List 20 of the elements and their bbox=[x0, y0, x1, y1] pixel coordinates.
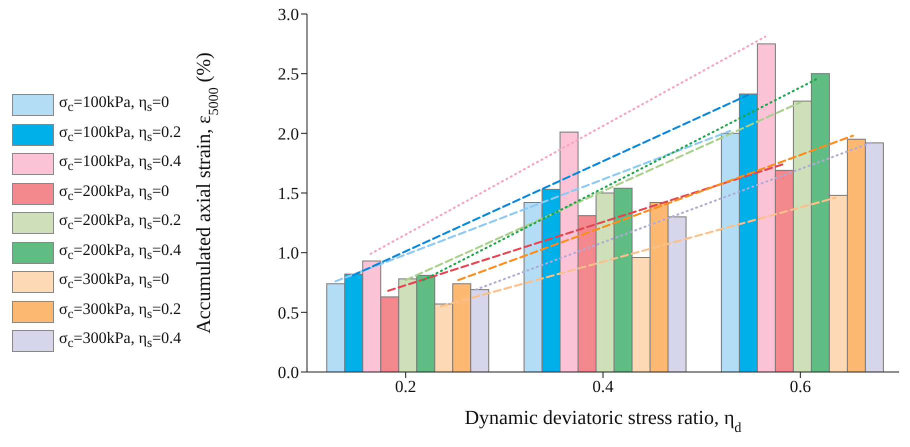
legend-label: σ$_{c}$=100kPa, η$_{s}$=0 bbox=[59, 94, 170, 116]
x-tick-label: 0.6 bbox=[790, 377, 811, 396]
x-axis-title: Dynamic deviatoric stress ratio, η$_{d}$ bbox=[464, 407, 742, 436]
x-tick-label: 0.4 bbox=[592, 377, 614, 396]
legend-label: σ$_{c}$=300kPa, η$_{s}$=0 bbox=[59, 271, 170, 293]
legend-label: σ$_{c}$=300kPa, η$_{s}$=0.4 bbox=[59, 330, 182, 352]
y-tick-label: 2.0 bbox=[278, 124, 299, 144]
x-tick-label: 0.2 bbox=[395, 377, 416, 396]
y-tick-label: 2.5 bbox=[278, 64, 299, 84]
legend-label: σ$_{c}$=100kPa, η$_{s}$=0.4 bbox=[59, 153, 182, 175]
y-tick-label: 0.0 bbox=[278, 363, 299, 382]
y-tick-label: 0.5 bbox=[278, 303, 299, 322]
legend-label: σ$_{c}$=200kPa, η$_{s}$=0.2 bbox=[59, 212, 182, 234]
y-tick-label: 1.5 bbox=[278, 184, 299, 204]
legend-label: σ$_{c}$=100kPa, η$_{s}$=0.2 bbox=[59, 124, 182, 146]
legend-label: σ$_{c}$=300kPa, η$_{s}$=0.2 bbox=[59, 300, 182, 322]
legend-label: σ$_{c}$=200kPa, η$_{s}$=0 bbox=[59, 182, 170, 204]
y-tick-label: 1.0 bbox=[278, 244, 299, 263]
legend-label: σ$_{c}$=200kPa, η$_{s}$=0.4 bbox=[59, 242, 182, 264]
y-tick-label: 3.0 bbox=[278, 5, 299, 24]
